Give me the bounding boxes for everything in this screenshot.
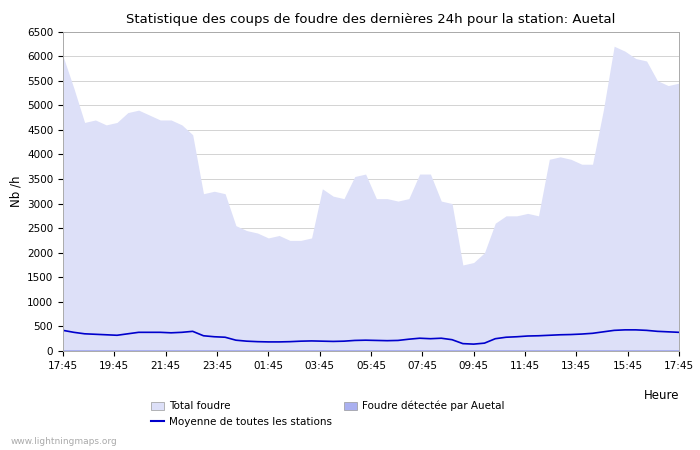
- Text: Heure: Heure: [643, 389, 679, 402]
- Legend: Total foudre, Moyenne de toutes les stations, Foudre détectée par Auetal: Total foudre, Moyenne de toutes les stat…: [151, 401, 505, 427]
- Title: Statistique des coups de foudre des dernières 24h pour la station: Auetal: Statistique des coups de foudre des dern…: [126, 13, 616, 26]
- Y-axis label: Nb /h: Nb /h: [10, 176, 23, 207]
- Text: www.lightningmaps.org: www.lightningmaps.org: [10, 437, 118, 446]
